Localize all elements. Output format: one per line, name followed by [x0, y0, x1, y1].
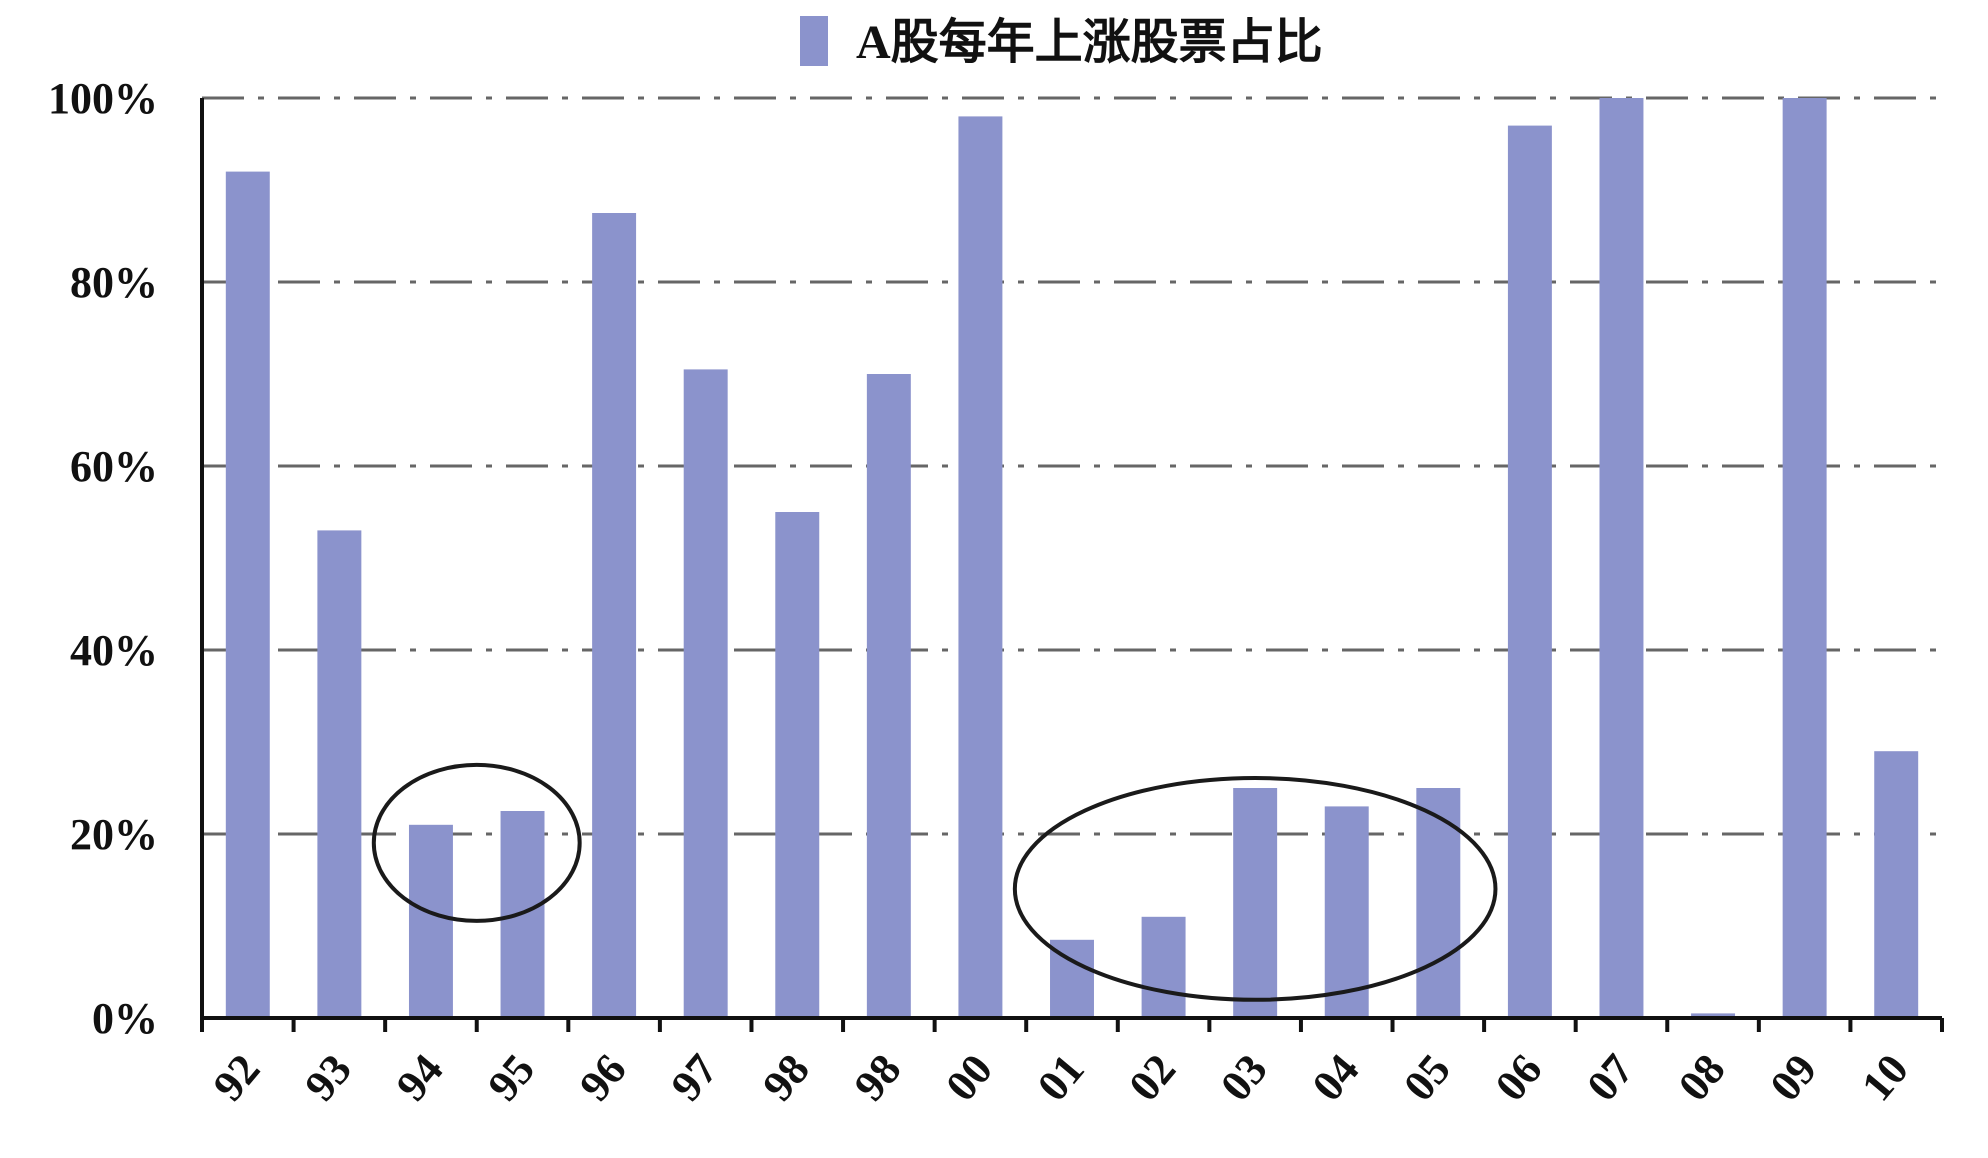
bar-05: [1416, 788, 1461, 1018]
bars: [225, 98, 1919, 1019]
y-tick-label: 20%: [70, 810, 158, 859]
axes: [200, 98, 1942, 1020]
bar-93: [317, 530, 362, 1018]
bar-09: [1782, 98, 1827, 1018]
y-tick-label: 40%: [70, 626, 158, 675]
bar-92: [225, 171, 270, 1019]
bar-03: [1233, 788, 1278, 1018]
bar-08: [1691, 1013, 1736, 1018]
bar-94: [408, 824, 453, 1018]
y-tick-label: 0%: [92, 994, 158, 1043]
y-axis-ticks: 0% 20% 40% 60% 80% 100%: [48, 74, 158, 1043]
bar-04: [1324, 806, 1369, 1018]
bar-96: [592, 213, 637, 1018]
bar-07: [1599, 98, 1644, 1018]
bar-98: [775, 512, 820, 1018]
annotation-ellipses: [371, 762, 1498, 1002]
y-tick-label: 80%: [70, 258, 158, 307]
bar-06: [1507, 125, 1552, 1019]
legend-swatch: [800, 16, 828, 66]
annotation-ellipse: [371, 762, 582, 923]
y-tick-label: 100%: [48, 74, 158, 123]
y-tick-label: 60%: [70, 442, 158, 491]
annotation-ellipse: [1012, 776, 1498, 1002]
bar-02: [1141, 916, 1186, 1018]
legend-label: A股每年上涨股票占比: [856, 16, 1323, 69]
bar-10: [1874, 751, 1919, 1018]
bar-00: [958, 116, 1003, 1018]
gridlines: [202, 96, 1942, 836]
legend: A股每年上涨股票占比: [800, 16, 1323, 69]
bar-97: [683, 369, 728, 1018]
bar-98: [866, 374, 911, 1018]
